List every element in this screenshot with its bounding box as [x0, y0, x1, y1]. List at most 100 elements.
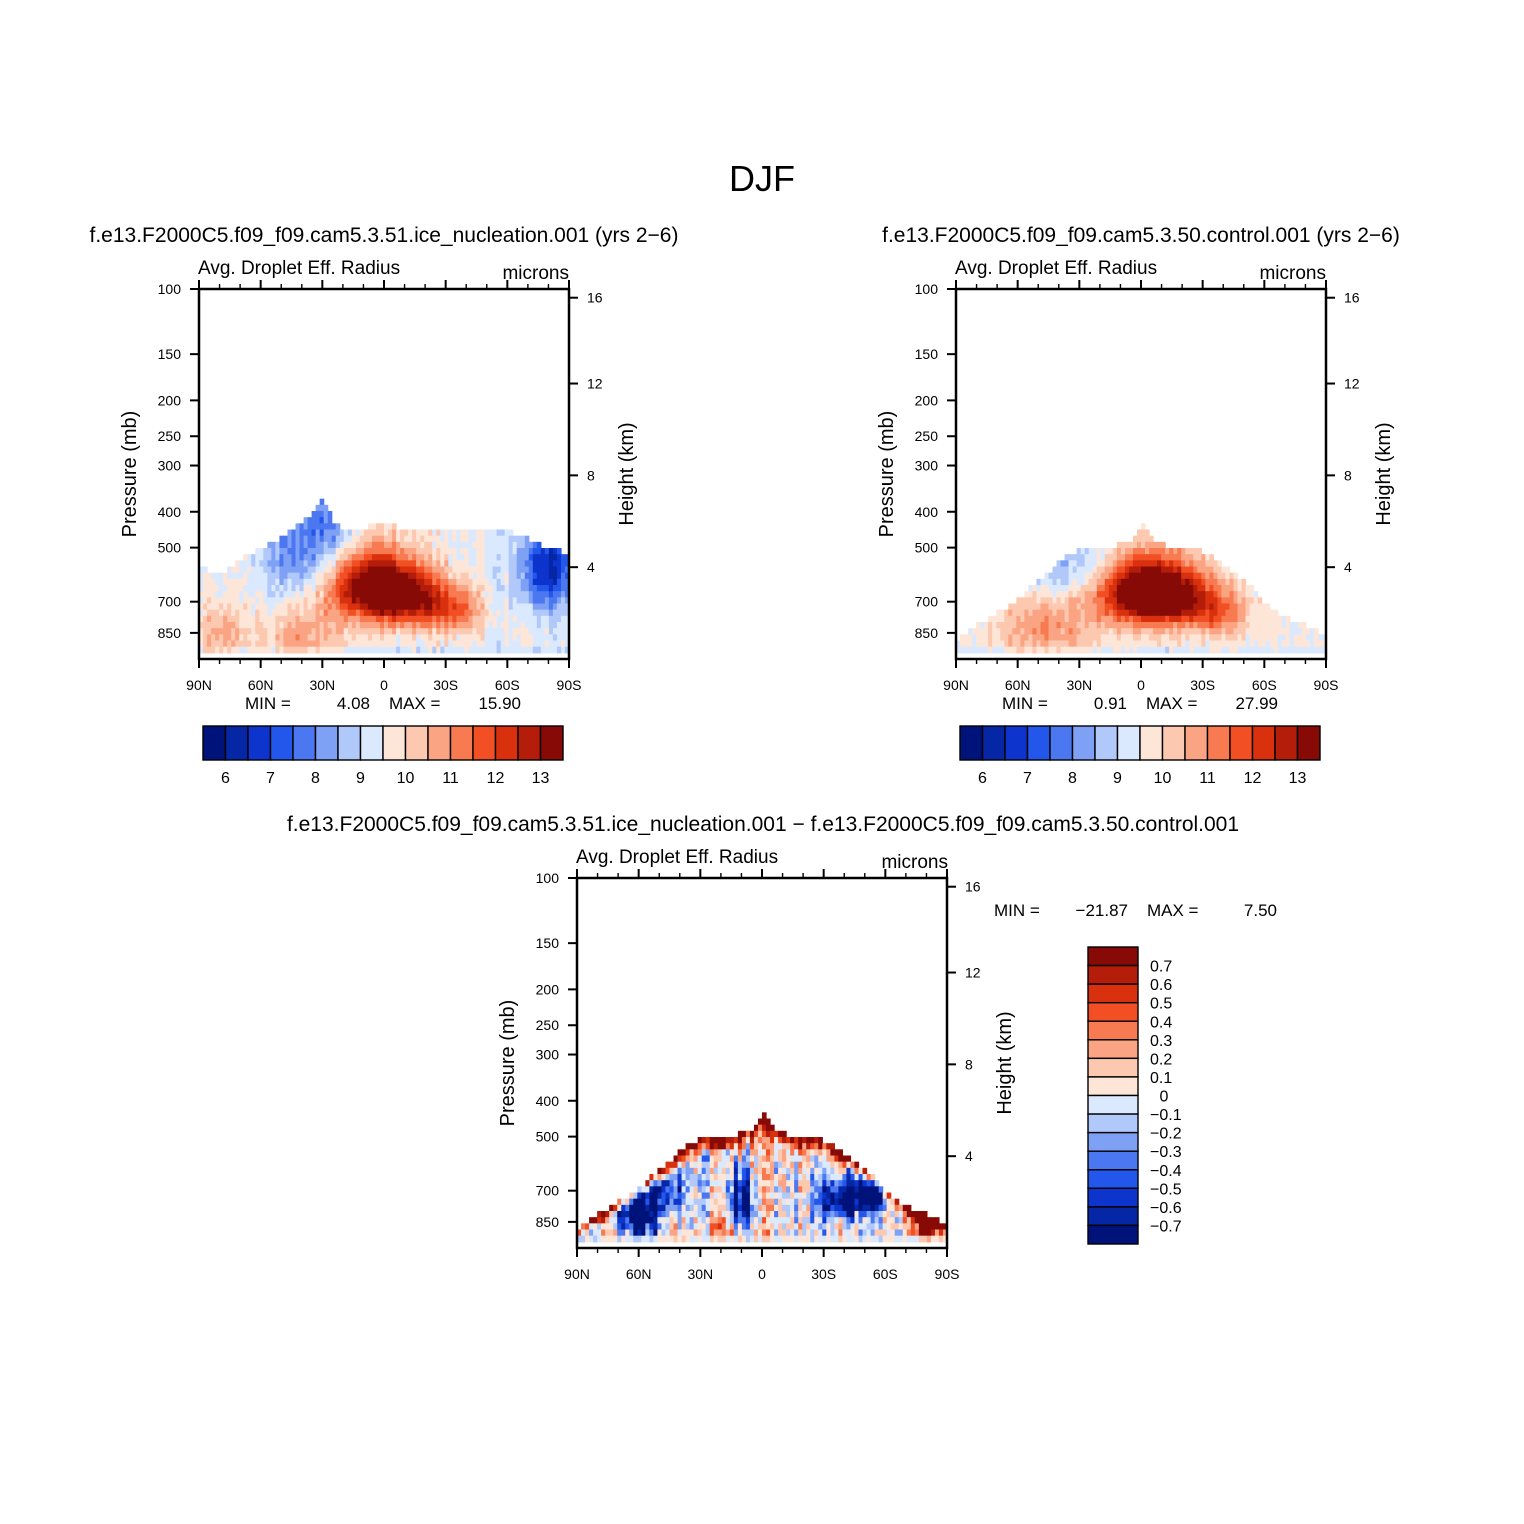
field-cell	[1165, 591, 1170, 598]
field-cell	[379, 597, 385, 605]
field-cell	[1072, 566, 1078, 574]
field-cell	[440, 597, 445, 605]
field-cell	[1096, 548, 1102, 555]
field-cell	[988, 640, 993, 648]
field-cell	[798, 1211, 803, 1218]
field-cell	[1285, 615, 1291, 623]
field-cell	[1185, 572, 1190, 580]
field-cell	[480, 628, 486, 635]
field-cell	[540, 628, 546, 635]
field-cell	[560, 634, 566, 642]
field-cell	[693, 1235, 699, 1243]
field-cell	[1201, 566, 1206, 574]
field-cell	[1201, 628, 1206, 635]
field-cell	[1080, 572, 1086, 580]
field-cell	[842, 1167, 848, 1175]
field-cell	[379, 560, 385, 568]
field-cell	[388, 541, 393, 549]
field-cell	[323, 646, 329, 654]
field-cell	[605, 1217, 610, 1224]
field-cell	[420, 622, 425, 629]
field-cell	[432, 622, 437, 629]
field-cell	[271, 628, 277, 635]
field-cell	[745, 1130, 751, 1138]
field-cell	[673, 1223, 679, 1231]
field-cell	[1181, 603, 1186, 611]
field-cell	[753, 1174, 759, 1181]
field-cell	[484, 609, 490, 617]
field-cell	[199, 566, 204, 574]
field-cell	[802, 1204, 807, 1212]
field-cell	[1112, 634, 1118, 642]
field-cell	[1261, 609, 1267, 617]
field-cell	[1076, 622, 1082, 629]
field-cell	[323, 523, 329, 531]
field-cell	[363, 634, 369, 642]
colorbar-swatch	[1161, 725, 1186, 761]
field-cell	[271, 548, 277, 555]
field-cell	[810, 1149, 815, 1157]
field-cell	[408, 640, 413, 648]
field-cell	[396, 591, 401, 598]
field-cell	[432, 603, 437, 611]
field-cell	[375, 622, 381, 629]
field-cell	[1028, 646, 1034, 654]
field-cell	[408, 566, 413, 574]
field-cell	[737, 1174, 743, 1181]
field-cell	[432, 572, 437, 580]
field-cell	[814, 1149, 819, 1157]
field-cell	[400, 591, 405, 598]
field-cell	[287, 585, 293, 592]
case-title: f.e13.F2000C5.f09_f09.cam5.3.50.control.…	[882, 224, 1400, 247]
field-cell	[532, 560, 538, 568]
field-cell	[713, 1204, 719, 1212]
field-cell	[211, 646, 216, 654]
field-cell	[1124, 622, 1130, 629]
field-cell	[243, 560, 248, 568]
field-cell	[299, 591, 305, 598]
field-cell	[1132, 585, 1138, 592]
field-cell	[866, 1204, 872, 1212]
field-cell	[1112, 585, 1118, 592]
colorbar-swatch	[382, 725, 407, 761]
field-cell	[733, 1174, 739, 1181]
field-cell	[448, 628, 453, 635]
field-cell	[472, 585, 478, 592]
field-cell	[766, 1143, 771, 1150]
field-cell	[810, 1211, 815, 1218]
field-cell	[379, 634, 385, 642]
field-cell	[1197, 548, 1202, 555]
field-cell	[741, 1174, 747, 1181]
field-cell	[782, 1186, 787, 1194]
field-cell	[488, 548, 494, 555]
field-cell	[536, 634, 542, 642]
field-cell	[1120, 591, 1126, 598]
field-cell	[713, 1235, 719, 1243]
field-cell	[749, 1180, 755, 1187]
field-cell	[528, 603, 534, 611]
field-cell	[235, 566, 240, 574]
field-cell	[984, 622, 989, 629]
field-cell	[677, 1155, 683, 1163]
field-cell	[291, 609, 297, 617]
field-cell	[283, 615, 289, 623]
field-cell	[275, 548, 281, 555]
field-cell	[1072, 554, 1078, 561]
field-cell	[930, 1217, 936, 1224]
field-cell	[263, 597, 268, 605]
field-cell	[689, 1192, 695, 1200]
field-cell	[1181, 597, 1186, 605]
field-cell	[1028, 634, 1034, 642]
field-cell	[1124, 640, 1130, 648]
field-cell	[976, 640, 981, 648]
field-cell	[275, 566, 281, 574]
field-cell	[275, 628, 281, 635]
field-cell	[528, 560, 534, 568]
field-cell	[508, 646, 514, 654]
field-cell	[480, 548, 486, 555]
field-cell	[770, 1149, 775, 1157]
field-cell	[287, 622, 293, 629]
field-cell	[375, 591, 381, 598]
field-cell	[564, 646, 570, 654]
field-cell	[444, 615, 449, 623]
